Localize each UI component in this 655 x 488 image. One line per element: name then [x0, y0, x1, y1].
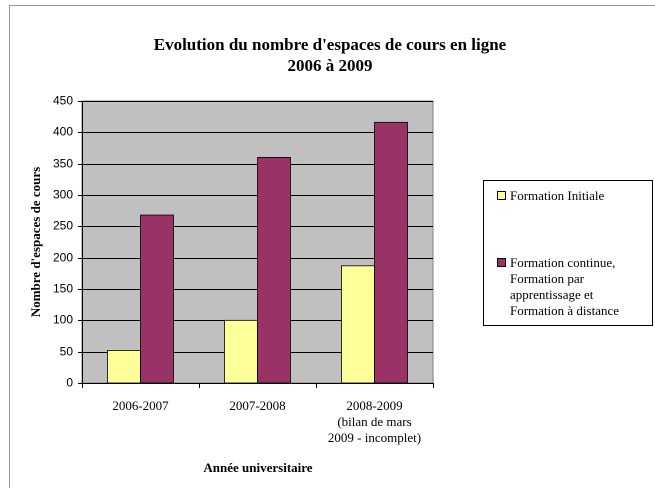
x-tick-label: 2007-2008 [229, 398, 286, 413]
y-tick-label: 0 [66, 376, 73, 390]
x-tick-label: 2006-2007 [112, 398, 169, 413]
y-tick-label: 50 [60, 345, 74, 359]
legend-swatch [497, 191, 506, 200]
bar [341, 265, 375, 384]
legend-label: Formation Initiale [510, 188, 605, 203]
bar [224, 319, 258, 384]
x-tick-label: 2008-2009 (bilan de mars 2009 - incomple… [327, 398, 422, 445]
bar [257, 156, 291, 384]
bar [374, 121, 408, 384]
chart-border [9, 5, 655, 488]
y-axis-label: Nombre d'espaces de cours [28, 166, 43, 318]
x-axis-label: Année universitaire [203, 460, 313, 475]
legend-swatch [497, 258, 506, 267]
y-tick-label: 300 [53, 188, 73, 202]
y-tick-label: 150 [53, 282, 73, 296]
bar [140, 214, 174, 384]
y-tick-label: 200 [53, 251, 73, 265]
legend-box [483, 180, 653, 326]
bar [107, 350, 141, 384]
y-tick-label: 250 [53, 219, 73, 233]
legend-label: Formation continue, Formation par appren… [510, 255, 620, 318]
y-tick-label: 100 [53, 313, 73, 327]
y-tick-label: 450 [53, 94, 73, 108]
y-tick-label: 400 [53, 125, 73, 139]
y-tick-label: 350 [53, 157, 73, 171]
chart-title: Evolution du nombre d'espaces de cours e… [153, 35, 507, 75]
